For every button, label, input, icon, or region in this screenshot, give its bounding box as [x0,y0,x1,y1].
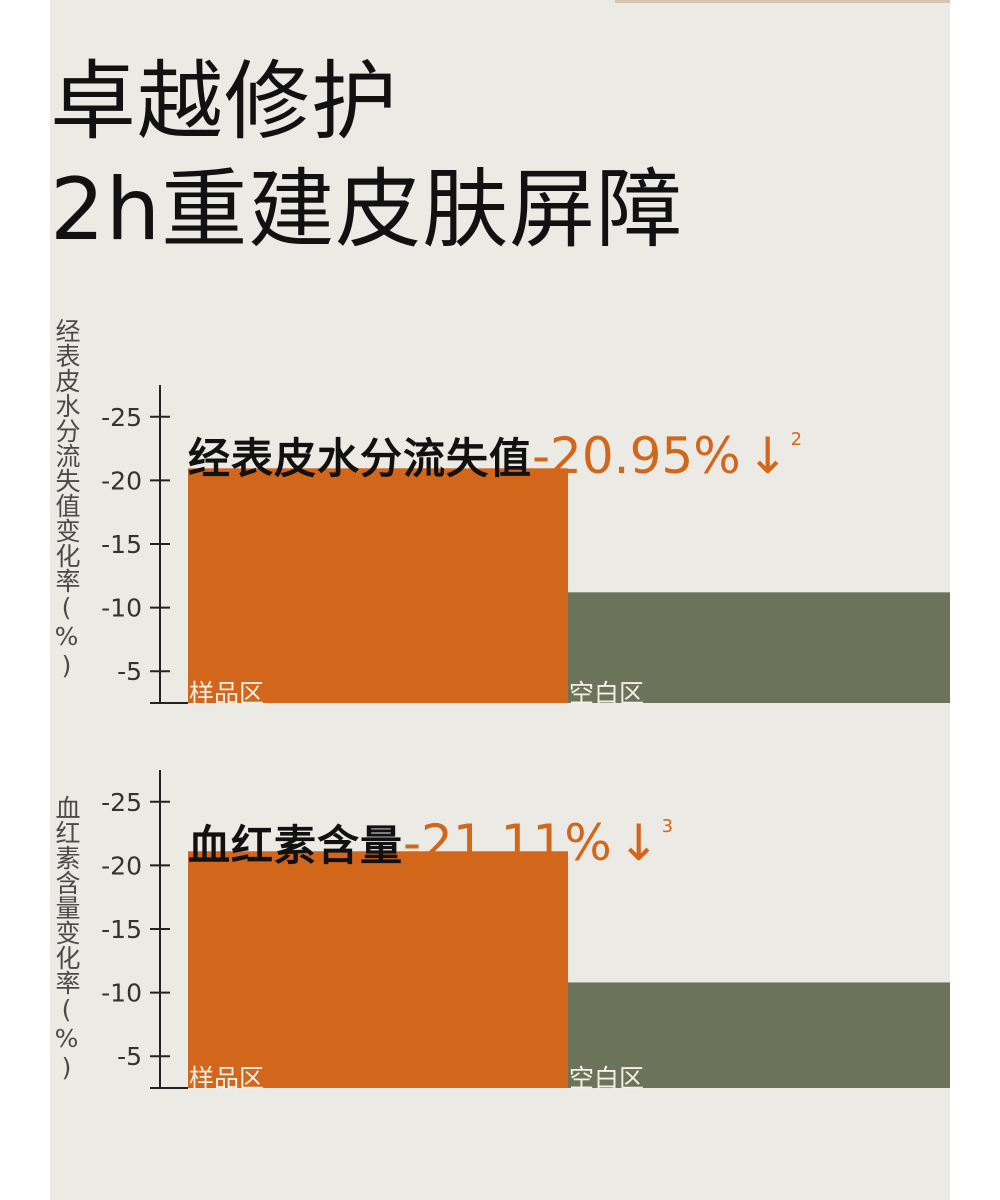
chart1-callout-value: -20.95% [532,427,741,485]
chart2-down-arrow-icon: ↓ [617,814,660,872]
chart1-y-axis-label: 经表皮水分流失值变化率(%) [52,318,81,680]
chart1-category-label-2: 空白区 [569,679,644,708]
chart1-down-arrow-icon: ↓ [746,427,789,485]
chart2-callout: 血红素含量-21.11% ↓ 3 [188,812,673,873]
chart1-y-tick-label: -15 [101,530,142,559]
chart2-y-axis-label: 血红素含量变化率(%) [52,795,81,1082]
chart1-bar-1 [188,468,568,703]
chart2-callout-value: -21.11% [403,814,612,872]
chart2-category-label-2: 空白区 [569,1064,644,1093]
chart1-y-tick-label: -5 [117,657,142,686]
chart2-y-tick-label: -10 [101,979,142,1008]
chart2-callout-metric: 血红素含量 [188,821,404,870]
chart2-bar-1 [188,851,568,1088]
chart1-y-tick-label: -25 [101,403,142,432]
chart2-y-tick-label: -20 [101,851,142,880]
chart1-bar-2 [568,592,950,703]
chart2-bar-chart: -5 -10 -15 -20 -25 样品区 空白区 [101,770,950,1093]
chart1-bar-chart: -5 -10 -15 -20 -25 样品区 空白区 [101,385,950,708]
headline-line-2: 2h重建皮肤屏障 [50,160,684,260]
chart1-callout: 经表皮水分流失值-20.95% ↓ 2 [188,425,802,486]
chart1-y-tick-label: -10 [101,594,142,623]
chart2-y-tick-label: -5 [117,1042,142,1071]
chart2-bar-2 [568,982,950,1088]
chart1-footnote-ref: 2 [790,429,803,450]
chart2-y-tick-label: -15 [101,915,142,944]
headline-line-1: 卓越修护 [50,52,398,152]
chart2-footnote-ref: 3 [661,816,674,837]
chart1-callout-metric: 经表皮水分流失值 [188,434,533,483]
chart2-category-label-1: 样品区 [189,1064,264,1093]
chart2-y-tick-label: -25 [101,788,142,817]
chart1-y-tick-label: -20 [101,466,142,495]
chart1-category-label-1: 样品区 [189,679,264,708]
top-accent-line [615,0,950,3]
